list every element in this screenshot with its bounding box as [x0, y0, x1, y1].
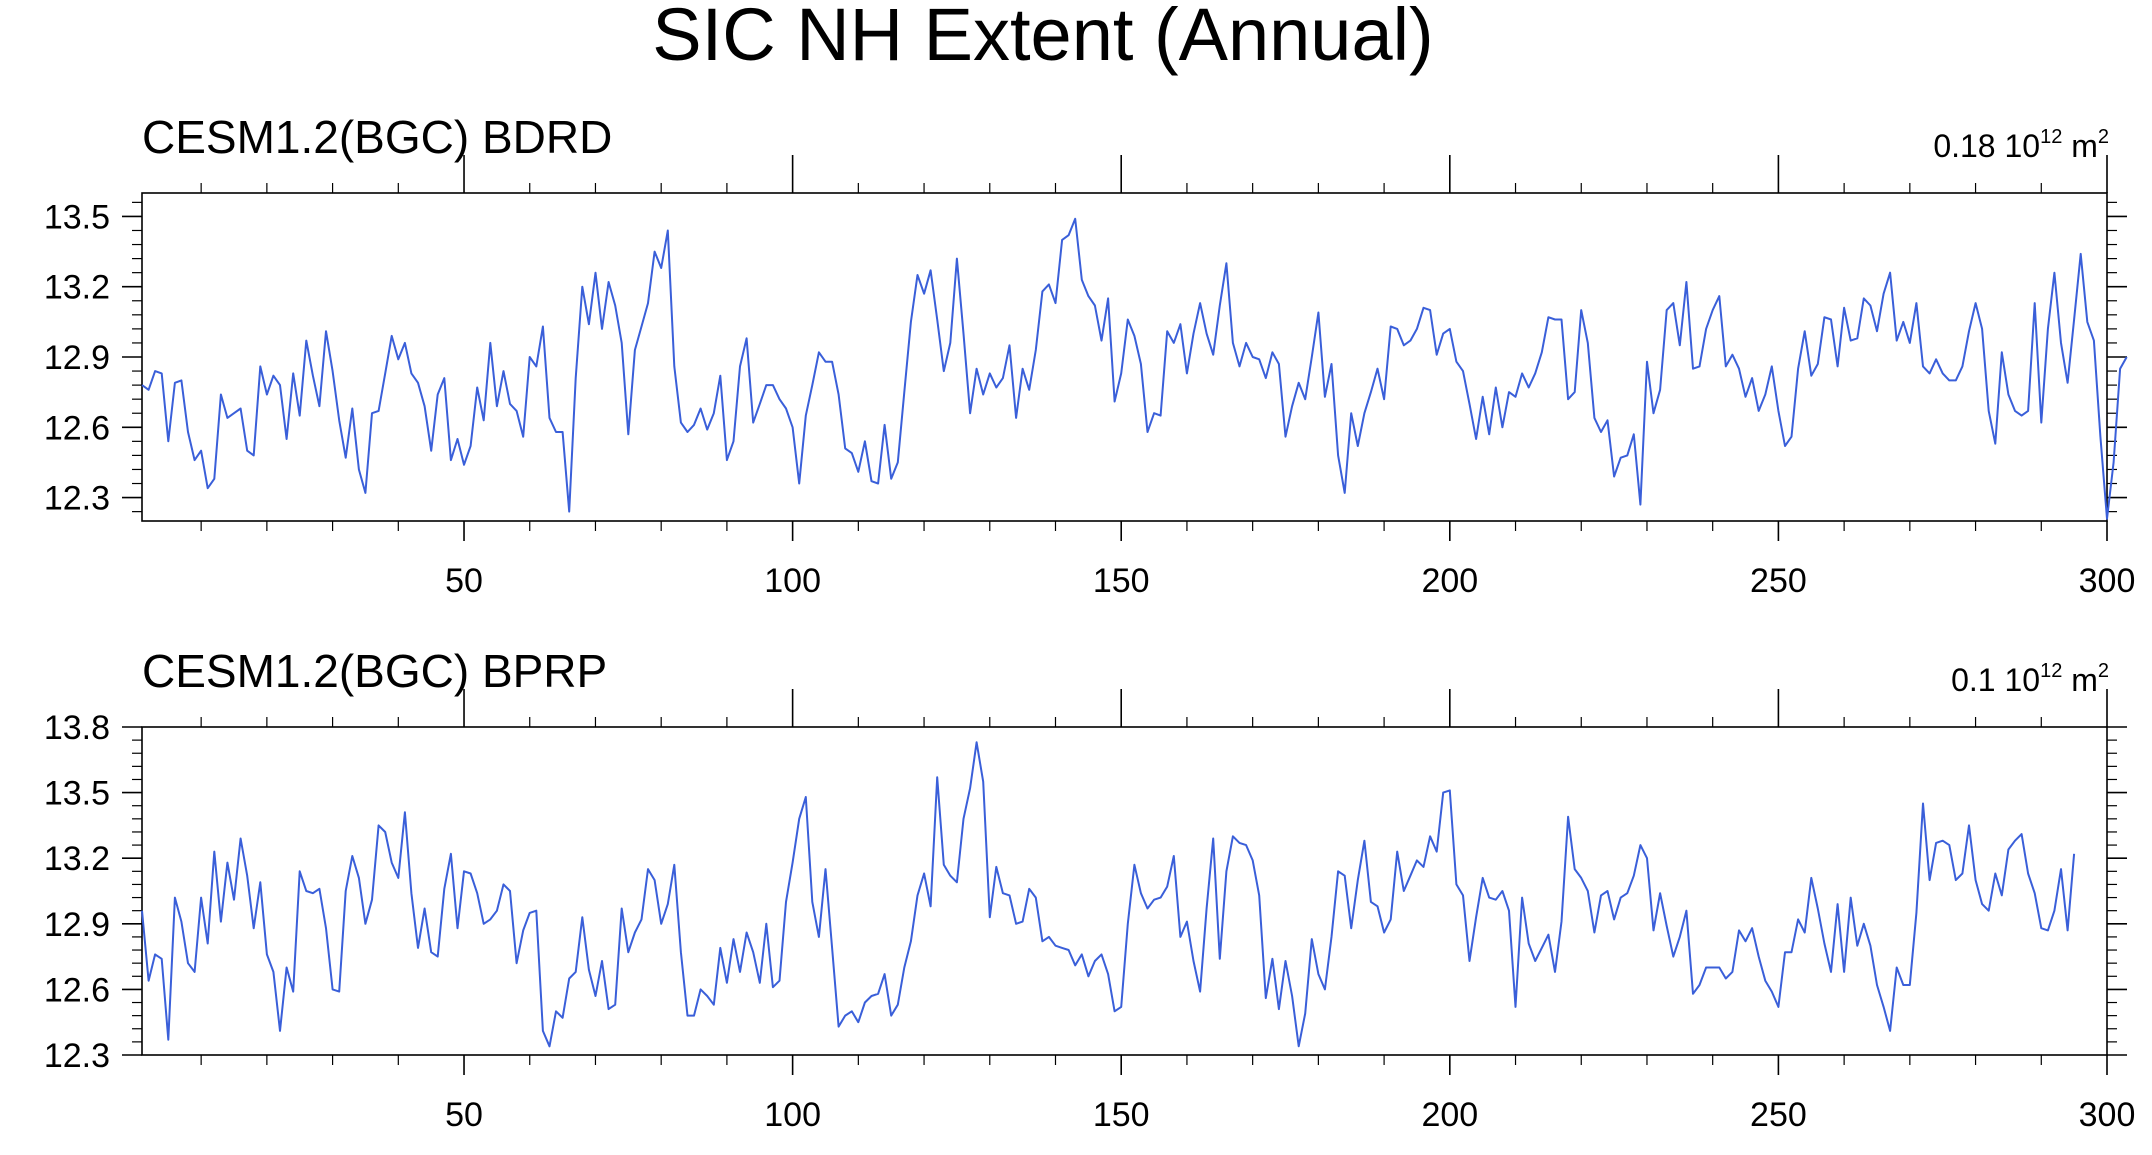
- x-tick-label: 250: [1750, 562, 1807, 600]
- stat-stat-unit-base: 10: [2004, 128, 2040, 164]
- plot-frame: [141, 726, 2108, 1056]
- stat-stat-unit-exp: 12: [2040, 126, 2062, 148]
- x-tick-label: 250: [1750, 1096, 1807, 1134]
- x-tick-label: 200: [1421, 1096, 1478, 1134]
- y-tick-label: 13.5: [44, 775, 110, 813]
- y-tick-label: 13.5: [44, 198, 110, 236]
- stat-stat-unit-tail-exp: 2: [2098, 660, 2109, 682]
- plot-frame: [141, 192, 2108, 522]
- x-tick-label: 150: [1093, 562, 1150, 600]
- x-tick-label: 300: [2079, 562, 2136, 600]
- x-tick-label: 50: [445, 1096, 483, 1134]
- stat-stat-unit-tail-exp: 2: [2098, 126, 2109, 148]
- y-tick-label: 12.9: [44, 339, 110, 377]
- panel-title: CESM1.2(BGC) BDRD: [142, 111, 612, 163]
- x-tick-label: 50: [445, 562, 483, 600]
- panel-stat-label: 0.18 1012 m2: [1933, 126, 2109, 164]
- x-tick-label: 150: [1093, 1096, 1150, 1134]
- y-tick-label: 13.2: [44, 840, 110, 878]
- y-tick-label: 12.3: [44, 1037, 110, 1075]
- figure-title: SIC NH Extent (Annual): [652, 0, 1433, 76]
- stat-stat-value: 0.1: [1951, 662, 2004, 698]
- panel-title: CESM1.2(BGC) BPRP: [142, 645, 607, 697]
- x-tick-label: 200: [1421, 562, 1478, 600]
- y-tick-label: 12.6: [44, 971, 110, 1009]
- x-tick-label: 100: [764, 1096, 821, 1134]
- y-tick-label: 12.3: [44, 480, 110, 518]
- x-tick-label: 300: [2079, 1096, 2136, 1134]
- y-tick-label: 12.6: [44, 409, 110, 447]
- stat-stat-unit-exp: 12: [2040, 660, 2062, 682]
- stat-stat-unit-tail: m: [2062, 662, 2098, 698]
- stat-stat-unit-tail: m: [2062, 128, 2098, 164]
- panel-stat-label: 0.1 1012 m2: [1951, 660, 2109, 698]
- series-line-1: [141, 741, 2076, 1048]
- y-tick-label: 12.9: [44, 906, 110, 944]
- series-line-1: [141, 217, 2128, 520]
- stat-stat-value: 0.18: [1933, 128, 2004, 164]
- y-tick-label: 13.2: [44, 269, 110, 307]
- y-tick-label: 13.8: [44, 709, 110, 747]
- stat-stat-unit-base: 10: [2004, 662, 2040, 698]
- x-tick-label: 100: [764, 562, 821, 600]
